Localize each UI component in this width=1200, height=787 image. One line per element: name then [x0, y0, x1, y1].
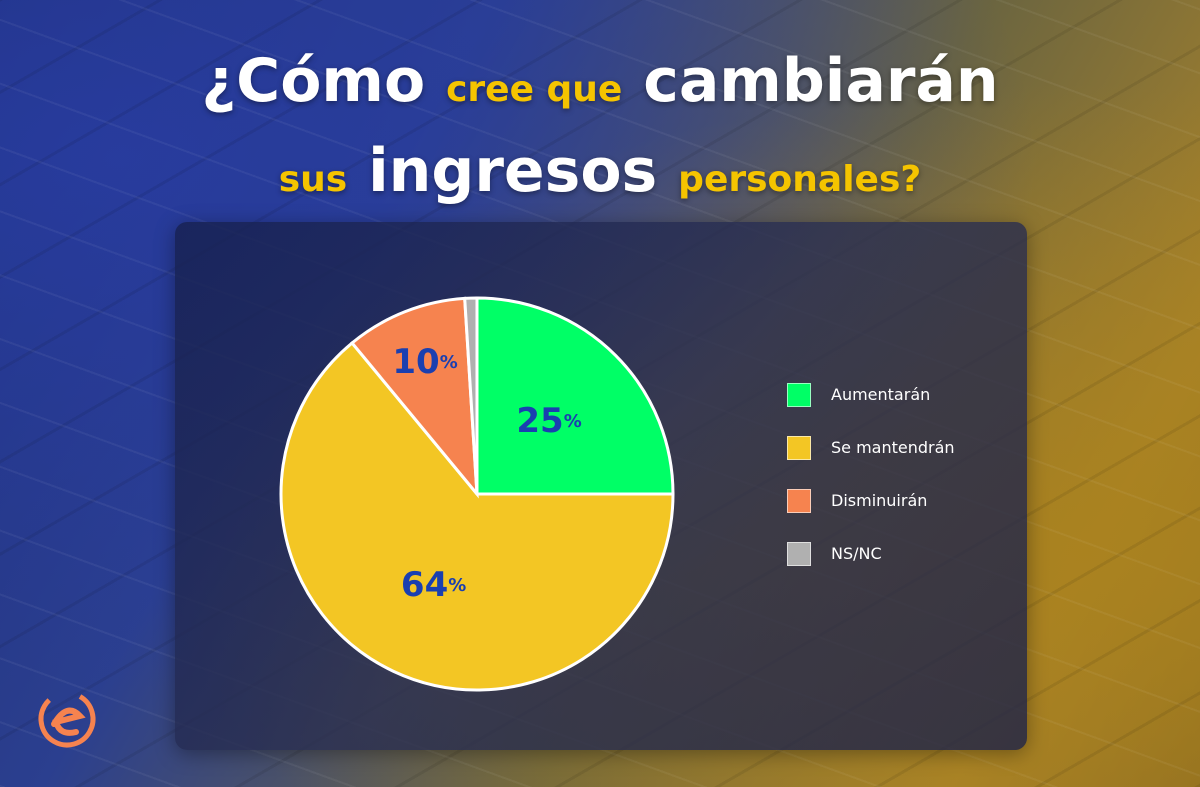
- legend: Aumentarán Se mantendrán Disminuirán NS/…: [787, 368, 955, 580]
- title-part-3: cambiarán: [643, 46, 999, 116]
- chart-panel: 25% 64% 10% Aumentarán Se mantendrán Dismi…: [175, 222, 1027, 750]
- pie-chart: 25% 64% 10%: [279, 296, 675, 692]
- pie-label-aumentaran: 25%: [516, 400, 581, 440]
- legend-swatch-nsnc: [787, 541, 811, 566]
- title-part-6: personales?: [678, 159, 922, 200]
- title-part-4: sus: [278, 159, 348, 200]
- pie-slice-se-mantendran: [279, 340, 675, 692]
- pie-label-disminuiran: 10%: [392, 341, 457, 381]
- legend-label-nsnc: NS/NC: [831, 544, 882, 563]
- legend-swatch-disminuiran: [787, 488, 811, 513]
- pie-slice-aumentaran: [475, 296, 675, 496]
- legend-label-se-mantendran: Se mantendrán: [831, 438, 955, 457]
- legend-item-aumentaran: Aumentarán: [787, 368, 955, 421]
- e-logo-icon: [36, 688, 98, 750]
- legend-label-disminuiran: Disminuirán: [831, 491, 928, 510]
- legend-swatch-aumentaran: [787, 382, 811, 407]
- title-part-5: ingresos: [368, 136, 658, 206]
- title-part-1: ¿Cómo: [201, 46, 426, 116]
- legend-item-se-mantendran: Se mantendrán: [787, 421, 955, 474]
- pie-slice-disminuiran: [349, 296, 479, 499]
- page-title: ¿Cómo cree que cambiarán sus ingresos pe…: [0, 40, 1200, 220]
- legend-item-nsnc: NS/NC: [787, 527, 955, 580]
- pie-slice-nsnc: [463, 296, 479, 495]
- legend-item-disminuiran: Disminuirán: [787, 474, 955, 527]
- title-part-2: cree que: [446, 69, 623, 110]
- legend-label-aumentaran: Aumentarán: [831, 385, 931, 404]
- pie-label-se-mantendran: 64%: [401, 565, 466, 605]
- legend-swatch-se-mantendran: [787, 435, 811, 460]
